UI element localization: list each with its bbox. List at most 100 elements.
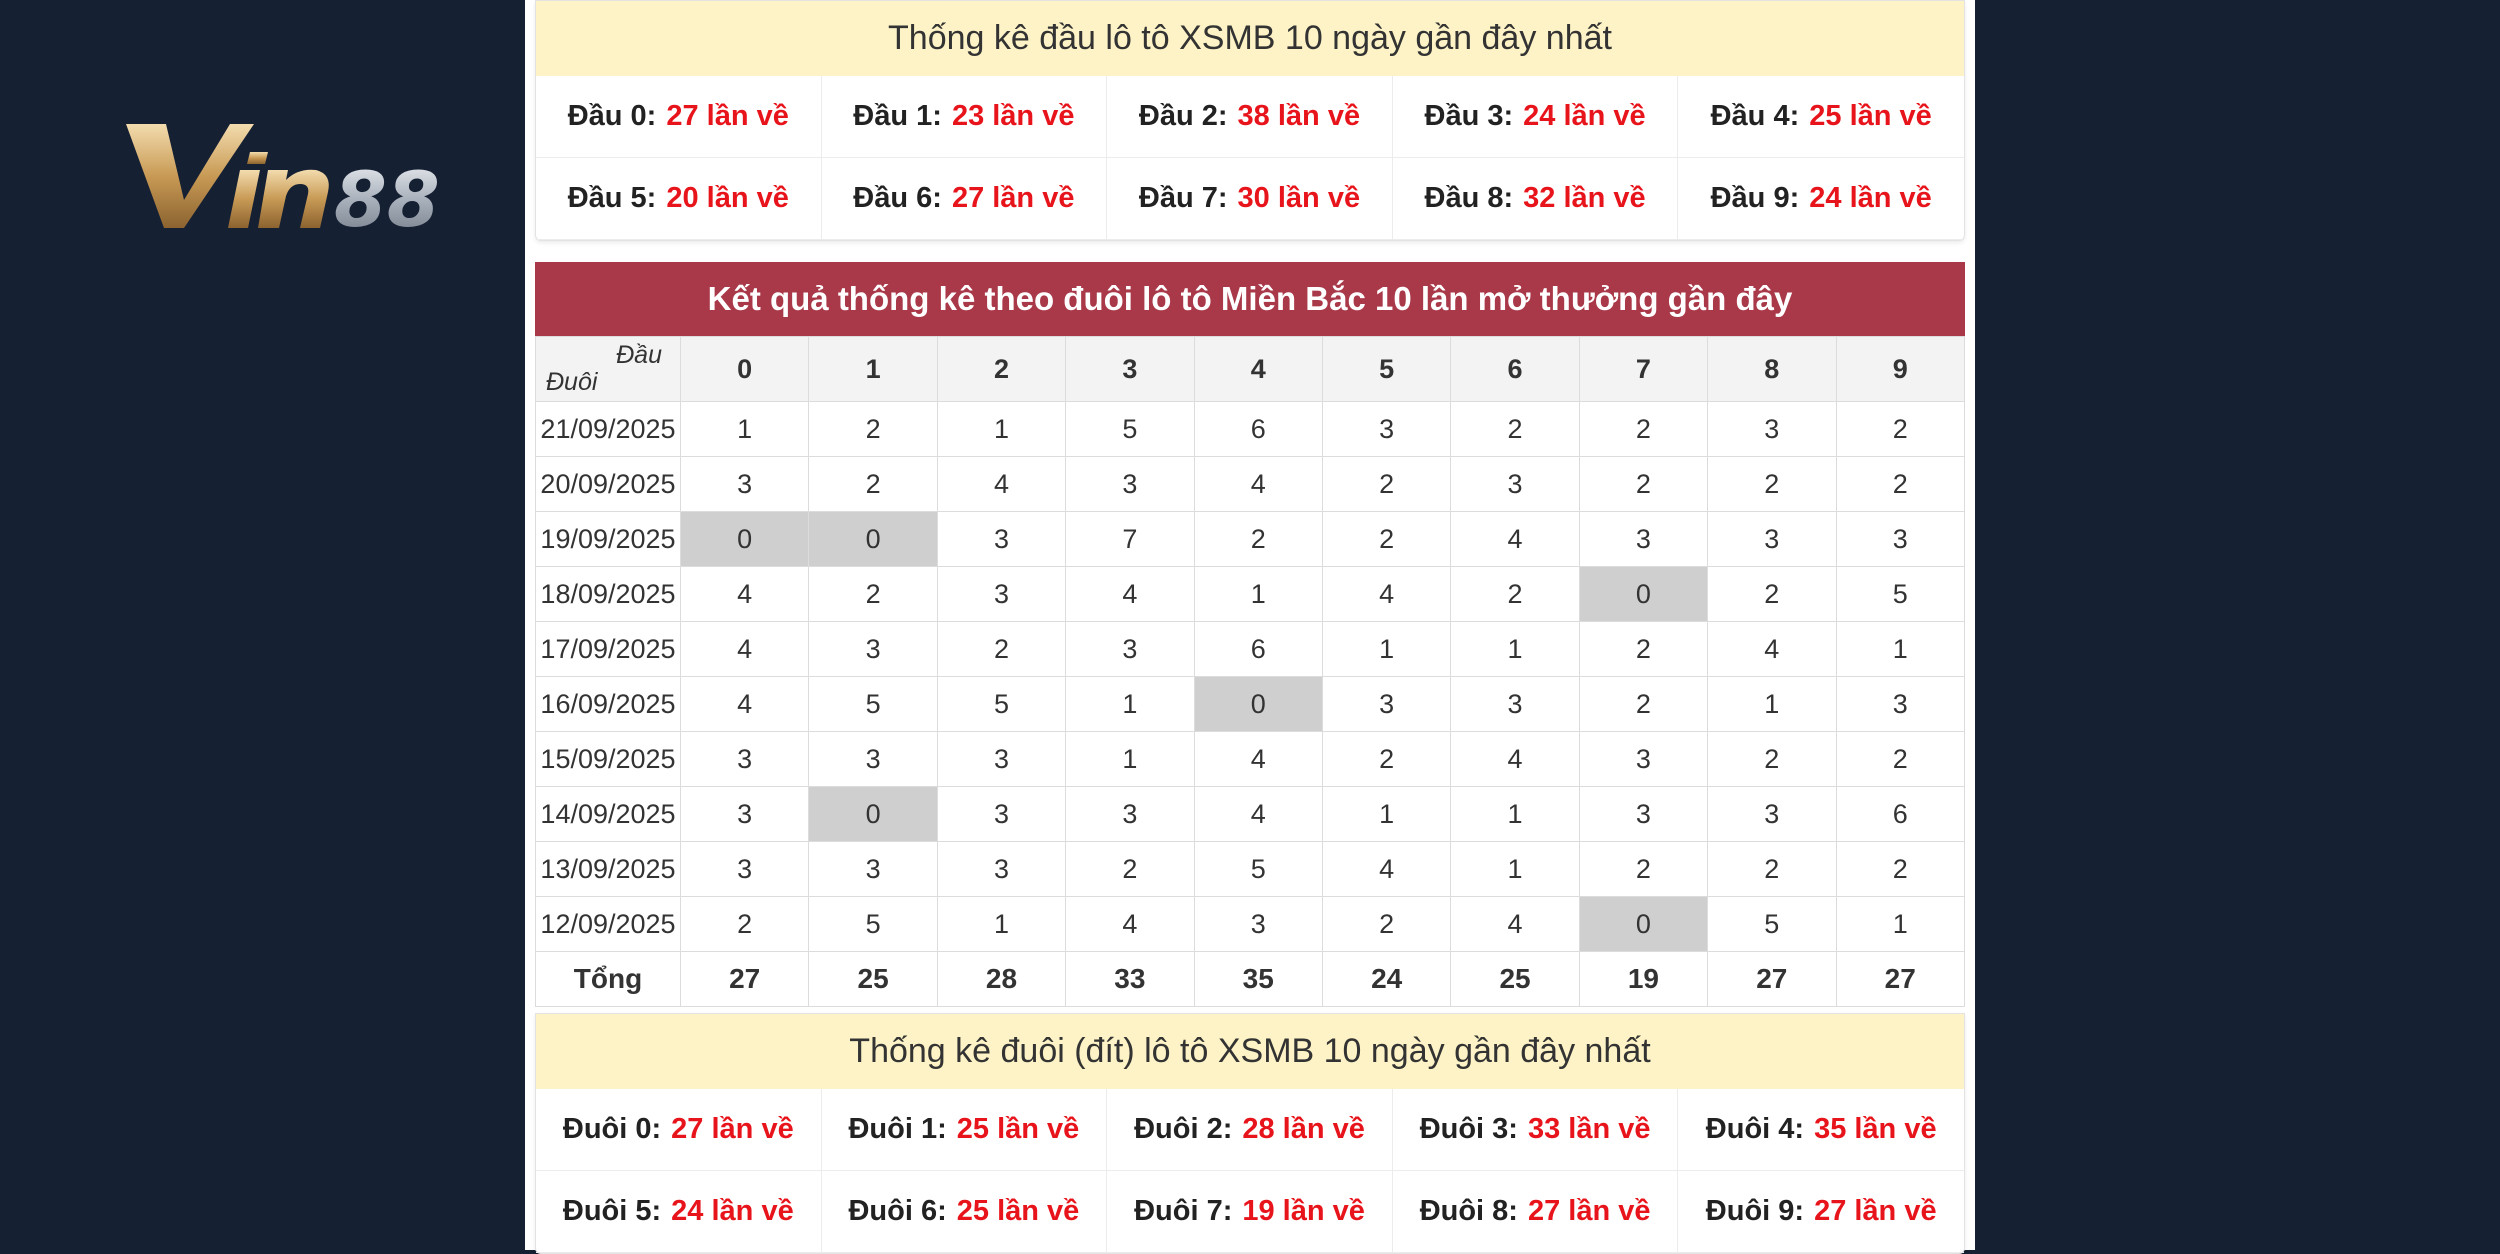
column-header-7: 7: [1578, 336, 1709, 402]
table-cell: 4: [679, 676, 810, 732]
duoi-item-count: 35 lần về: [1814, 1113, 1937, 1145]
table-cell: 3: [679, 786, 810, 842]
duoi-item-count: 19 lần về: [1242, 1195, 1365, 1227]
table-cell: 0: [1193, 676, 1323, 732]
row-date: 15/09/2025: [535, 731, 681, 787]
duoi-item-label: Đuôi 8:: [1419, 1195, 1518, 1227]
table-cell: 2: [1707, 566, 1837, 622]
table-cell: 1: [1450, 841, 1580, 897]
dau-item-count: 27 lần về: [666, 100, 789, 132]
duoi-item-9: Đuôi 9: 27 lần về: [1678, 1171, 1964, 1253]
dau-item-7: Đầu 7: 30 lần về: [1107, 158, 1393, 240]
row-date: 13/09/2025: [535, 841, 681, 897]
table-cell: 3: [1578, 786, 1709, 842]
total-cell: 28: [936, 951, 1067, 1007]
dau-item-label: Đầu 3:: [1424, 100, 1514, 132]
table-cell: 5: [1707, 896, 1837, 952]
table-cell: 4: [1321, 841, 1452, 897]
duoi-item-label: Đuôi 4:: [1705, 1113, 1805, 1145]
column-header-8: 8: [1707, 336, 1837, 402]
table-cell: 2: [1578, 401, 1709, 457]
table-cell: 4: [1321, 566, 1452, 622]
table-cell: 3: [936, 511, 1067, 567]
dau-item-label: Đầu 6:: [853, 182, 942, 214]
dau-item-count: 38 lần về: [1237, 100, 1361, 132]
corner-dau-label: Đầu: [616, 341, 662, 369]
table-cell: 1: [1450, 786, 1580, 842]
table-cell: 0: [1578, 896, 1709, 952]
table-cell: 4: [1065, 896, 1195, 952]
dau-item-1: Đầu 1: 23 lần về: [821, 76, 1108, 158]
duoi-item-label: Đuôi 5:: [562, 1195, 662, 1227]
table-cell: 2: [1578, 621, 1709, 677]
table-cell: 2: [1321, 896, 1452, 952]
table-cell: 5: [808, 896, 938, 952]
corner-duoi-label: Đuôi: [546, 368, 598, 396]
dau-stats-grid: Đầu 0: 27 lần về Đầu 1: 23 lần về Đầu 2: 38 l…: [536, 76, 1964, 240]
duoi-item-count: 25 lần về: [956, 1113, 1080, 1145]
dau-item-count: 20 lần về: [666, 182, 789, 214]
dau-item-count: 23 lần về: [951, 100, 1075, 132]
svg-text:88: 88: [334, 155, 440, 242]
duoi-item-label: Đuôi 3:: [1419, 1113, 1518, 1145]
table-cell: 2: [1065, 841, 1195, 897]
dau-item-3: Đầu 3: 24 lần về: [1392, 76, 1679, 158]
dau-stats-card: Thống kê đầu lô tô XSMB 10 ngày gần đây …: [535, 0, 1965, 241]
table-cell: 1: [1450, 621, 1580, 677]
dau-item-count: 24 lần về: [1523, 100, 1646, 132]
table-row: 19/09/2025 0 0 3 7 2 2 4 3 3 3: [535, 511, 1966, 567]
table-cell: 3: [808, 621, 938, 677]
table-row: 21/09/2025 1 2 1 5 6 3 2 2 3 2: [535, 401, 1966, 457]
dau-item-count: 27 lần về: [951, 182, 1075, 214]
duoi-stats-title: Thống kê đuôi (đít) lô tô XSMB 10 ngày g…: [536, 1014, 1964, 1089]
dau-item-label: Đầu 0:: [567, 100, 657, 132]
table-cell: 1: [1835, 621, 1966, 677]
dau-item-4: Đầu 4: 25 lần về: [1678, 76, 1964, 158]
table-cell: 1: [1065, 676, 1195, 732]
total-cell: 19: [1578, 951, 1709, 1007]
dau-item-label: Đầu 8:: [1424, 182, 1514, 214]
table-cell: 2: [1707, 456, 1837, 512]
table-cell: 5: [808, 676, 938, 732]
dau-item-label: Đầu 9:: [1710, 182, 1800, 214]
table-cell: 1: [1835, 896, 1966, 952]
duoi-item-count: 24 lần về: [671, 1195, 794, 1227]
row-date: 14/09/2025: [535, 786, 681, 842]
table-cell: 3: [1835, 511, 1966, 567]
table-cell: 4: [1193, 456, 1323, 512]
table-cell: 1: [1065, 731, 1195, 787]
table-cell: 2: [1707, 731, 1837, 787]
total-row: Tổng 27 25 28 33 35 24 25 19 27 27: [535, 951, 1966, 1007]
table-cell: 3: [1065, 786, 1195, 842]
table-cell: 2: [1321, 511, 1452, 567]
table-cell: 2: [1835, 841, 1966, 897]
duoi-item-label: Đuôi 7:: [1134, 1195, 1233, 1227]
table-cell: 4: [679, 566, 810, 622]
table-row: 16/09/2025 4 5 5 1 0 3 3 2 1 3: [535, 676, 1966, 732]
table-row: 14/09/2025 3 0 3 3 4 1 1 3 3 6: [535, 786, 1966, 842]
total-cell: 24: [1321, 951, 1452, 1007]
table-cell: 2: [1450, 566, 1580, 622]
table-cell: 3: [1065, 456, 1195, 512]
duoi-item-label: Đuôi 9:: [1705, 1195, 1805, 1227]
duoi-item-2: Đuôi 2: 28 lần về: [1107, 1089, 1393, 1171]
table-cell: 1: [1321, 786, 1452, 842]
content-panel: Thống kê đầu lô tô XSMB 10 ngày gần đây …: [525, 0, 1975, 1254]
table-cell: 3: [679, 731, 810, 787]
total-cell: 27: [679, 951, 810, 1007]
dau-item-count: 32 lần về: [1523, 182, 1646, 214]
table-cell: 3: [1321, 401, 1452, 457]
table-cell: 5: [1193, 841, 1323, 897]
table-cell: 3: [1707, 786, 1837, 842]
total-cell: 25: [1450, 951, 1580, 1007]
table-cell: 0: [808, 511, 938, 567]
table-cell: 4: [679, 621, 810, 677]
dau-item-label: Đầu 5:: [567, 182, 657, 214]
duoi-item-count: 25 lần về: [956, 1195, 1080, 1227]
duoi-item-3: Đuôi 3: 33 lần về: [1392, 1089, 1679, 1171]
dau-item-2: Đầu 2: 38 lần về: [1107, 76, 1393, 158]
table-cell: 3: [1450, 456, 1580, 512]
duoi-item-8: Đuôi 8: 27 lần về: [1392, 1171, 1679, 1253]
